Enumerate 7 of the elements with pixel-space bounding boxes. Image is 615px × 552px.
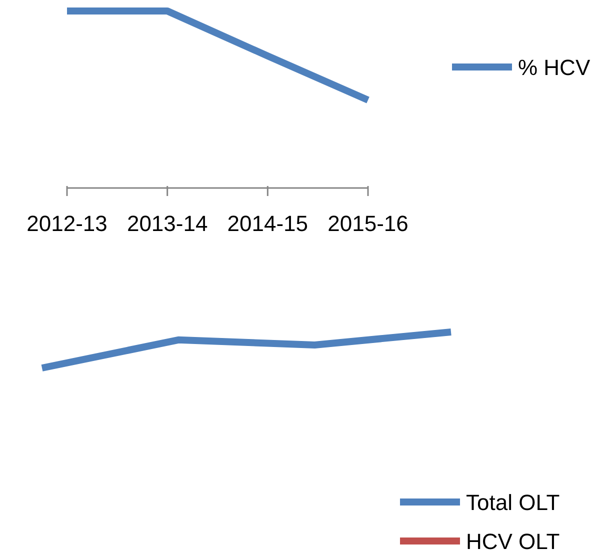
x-tick-label: 2015-16 [328,211,408,236]
x-tick-label: 2012-13 [26,211,108,236]
legend-label: % HCV [518,55,590,80]
legend-label: HCV OLT [466,529,560,552]
legend-label: Total OLT [466,490,560,515]
x-tick-label: 2014-15 [227,211,308,236]
x-tick-label: 2013-14 [126,211,208,236]
